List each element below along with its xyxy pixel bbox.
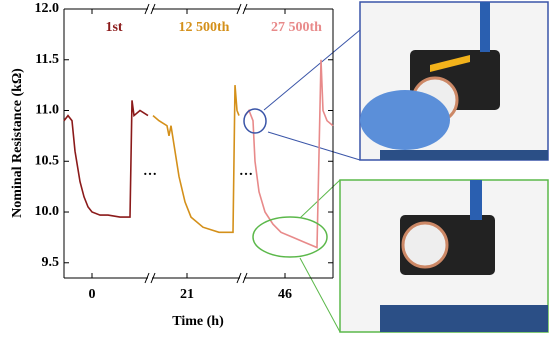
series-label: 27 500th bbox=[271, 20, 322, 35]
axis-break bbox=[150, 3, 156, 15]
y-tick-label: 10.0 bbox=[35, 204, 60, 219]
break-marker: … bbox=[143, 164, 157, 179]
y-tick-label: 11.0 bbox=[35, 103, 59, 118]
axis-break bbox=[150, 272, 156, 284]
axis-break bbox=[236, 3, 242, 15]
break-marker: … bbox=[239, 164, 253, 179]
photo-top bbox=[359, 1, 549, 161]
connector bbox=[263, 29, 361, 111]
x-tick-label: 0 bbox=[89, 287, 96, 302]
axis-break bbox=[242, 3, 248, 15]
y-tick-label: 9.5 bbox=[42, 255, 60, 270]
y-tick-label: 10.5 bbox=[35, 153, 60, 168]
series-label: 1st bbox=[105, 20, 122, 35]
axis-break bbox=[144, 3, 150, 15]
axis-break bbox=[236, 272, 242, 284]
y-tick-label: 11.5 bbox=[35, 52, 59, 67]
y-axis-label: Nominal Resistance (kΩ) bbox=[10, 68, 25, 218]
connector bbox=[267, 131, 361, 161]
x-tick-label: 21 bbox=[180, 287, 194, 302]
y-tick-label: 12.0 bbox=[35, 1, 60, 16]
series-line bbox=[244, 59, 334, 249]
highlight bbox=[252, 216, 328, 258]
x-tick-label: 46 bbox=[278, 287, 292, 302]
axis-break bbox=[242, 272, 248, 284]
highlight bbox=[243, 108, 267, 134]
connector bbox=[299, 179, 341, 219]
axis-break bbox=[144, 272, 150, 284]
connector bbox=[299, 257, 341, 333]
series-line bbox=[63, 100, 149, 218]
x-axis-label: Time (h) bbox=[172, 314, 224, 329]
photo-bottom bbox=[339, 179, 549, 333]
series-label: 12 500th bbox=[179, 20, 230, 35]
series-line bbox=[152, 85, 240, 234]
